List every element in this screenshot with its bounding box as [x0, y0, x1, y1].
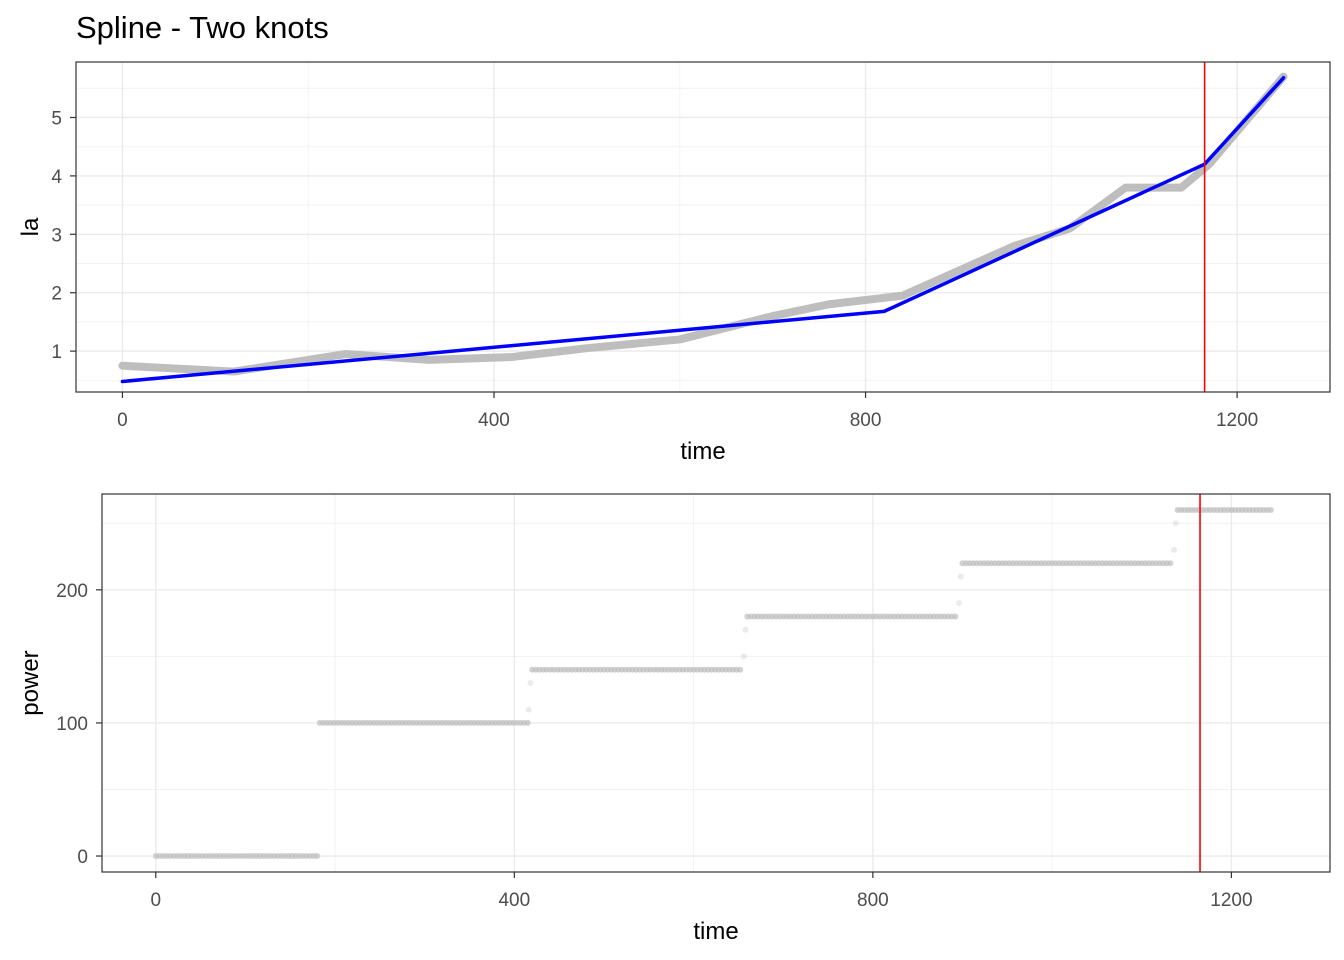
y-tick-label: 0	[77, 847, 88, 868]
data-point	[740, 653, 747, 660]
x-tick-label: 1200	[1210, 890, 1252, 911]
y-tick-label: 3	[51, 225, 62, 246]
chart-panel-1: 0 400 800 1200 1 2 3 4 5 time la	[17, 61, 1331, 465]
y-tick-label: 100	[56, 714, 88, 735]
series-spline-fit-line	[120, 76, 1286, 384]
x-tick-label: 400	[478, 410, 510, 431]
x-tick-label: 800	[857, 890, 889, 911]
data-point	[737, 666, 744, 673]
data-point	[1167, 560, 1174, 567]
data-point	[314, 853, 321, 860]
x-tick-label: 1200	[1216, 410, 1258, 431]
x-tick-label: 0	[150, 890, 161, 911]
data-point	[524, 719, 531, 726]
data-point	[525, 706, 532, 713]
panel-border	[101, 493, 1331, 873]
y-tick-label: 2	[51, 284, 62, 305]
x-tick-label: 400	[498, 890, 530, 911]
data-point	[955, 600, 962, 607]
x-tick-label: 800	[850, 410, 882, 431]
data-point	[527, 680, 534, 686]
x-axis-label: time	[680, 438, 725, 465]
data-point	[1172, 520, 1179, 527]
chart-panel-2: 0 400 800 1200 0 100 200 time power	[17, 493, 1331, 945]
chart-title: Spline - Two knots	[76, 10, 329, 45]
data-point	[957, 573, 964, 580]
y-tick-label: 5	[51, 108, 62, 129]
y-tick-label: 200	[56, 581, 88, 602]
data-point	[1171, 546, 1178, 553]
y-tick-label: 1	[51, 342, 62, 363]
data-point	[952, 613, 959, 620]
x-axis-label: time	[693, 918, 738, 945]
y-axis-label: power	[17, 650, 44, 715]
data-point	[1267, 506, 1274, 513]
data-point	[742, 626, 749, 633]
y-tick-label: 4	[51, 167, 62, 188]
panel-border	[75, 61, 1331, 393]
x-tick-label: 0	[117, 410, 128, 431]
y-axis-label: la	[17, 217, 44, 236]
